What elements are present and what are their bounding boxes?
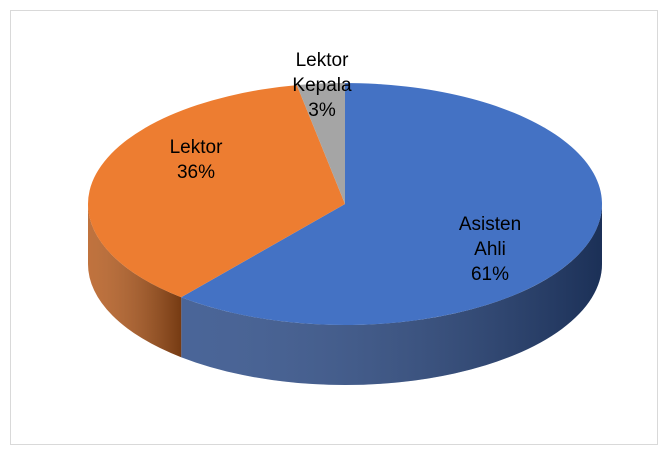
pie-slice-side-shade — [88, 204, 182, 358]
data-label: Lektor 36% — [154, 135, 238, 185]
chart-frame — [10, 10, 658, 445]
pie-slice — [181, 83, 602, 326]
pie-slice — [296, 83, 345, 204]
category-label: Lektor — [169, 137, 223, 158]
data-label: Asisten Ahli 61% — [448, 212, 532, 287]
category-label: Lektor Kepala — [292, 50, 352, 96]
pie-slice — [87, 85, 345, 298]
value-label: 3% — [308, 100, 336, 121]
value-label: 61% — [470, 264, 510, 285]
category-label: Asisten Ahli — [458, 214, 522, 260]
value-label: 36% — [176, 162, 216, 183]
data-label: Lektor Kepala 3% — [280, 48, 364, 123]
pie-slice-side-shade — [181, 204, 602, 385]
